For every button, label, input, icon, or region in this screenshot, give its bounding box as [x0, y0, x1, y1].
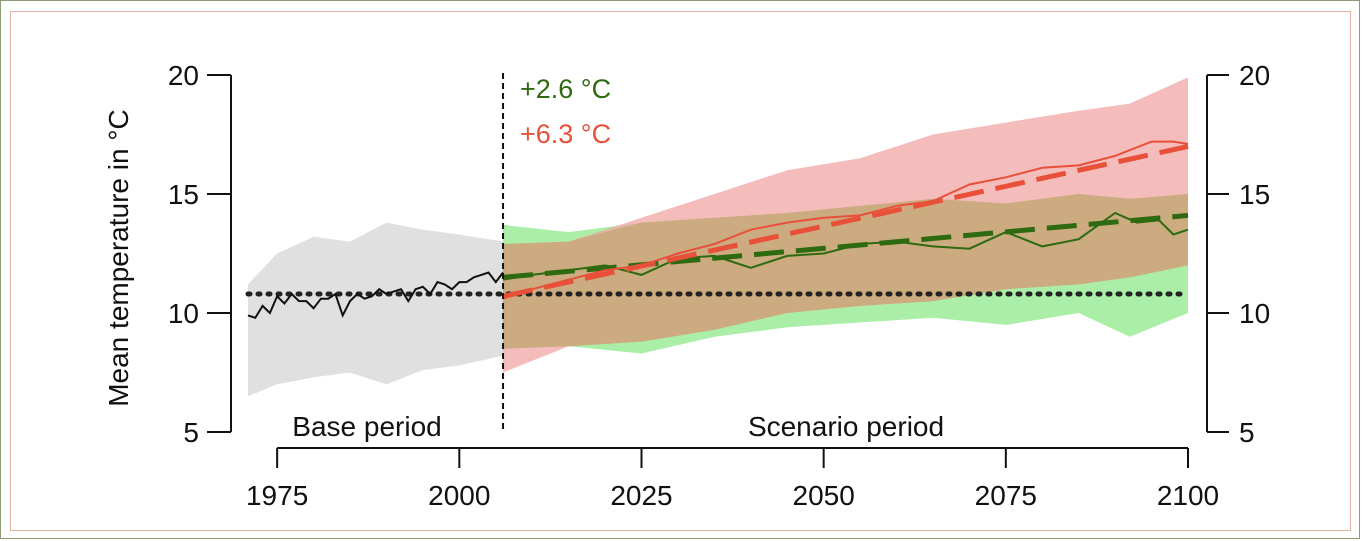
low-scenario-mean-line [502, 211, 1189, 281]
x-tick-label: 1975 [246, 480, 308, 511]
inner-frame [10, 11, 1351, 531]
y-axis-label: Mean temperature in °C [103, 109, 134, 407]
uncertainty-bands [248, 77, 1188, 397]
right-y-tick-label: 20 [1239, 60, 1270, 91]
low-scenario-trend-line [502, 212, 1189, 280]
left-y-tick-label: 15 [168, 179, 199, 210]
high-scenario-mean-line [502, 140, 1189, 300]
high-scenario-trend-line [502, 143, 1189, 299]
right-y-tick-label: 5 [1239, 417, 1255, 448]
low-scenario-annotation: +2.6 °C [520, 74, 611, 104]
x-tick-label: 2000 [428, 480, 490, 511]
observed-mean-line [247, 271, 504, 319]
scenario-period-label: Scenario period [748, 411, 944, 442]
left-y-tick-label: 10 [168, 298, 199, 329]
series-lines [245, 73, 1191, 432]
high-scenario-annotation: +6.3 °C [520, 119, 611, 149]
x-tick-label: 2100 [1157, 480, 1219, 511]
right-y-tick-label: 10 [1239, 298, 1270, 329]
base-period-band [248, 222, 503, 397]
left-y-tick-label: 5 [183, 417, 199, 448]
left-y-tick-label: 20 [168, 60, 199, 91]
x-tick-label: 2050 [793, 480, 855, 511]
x-tick-label: 2075 [975, 480, 1037, 511]
right-y-tick-label: 15 [1239, 179, 1270, 210]
axes: 5 5 10 10 15 15 20 20 1975 2000 2025 2050 2075 2100 [168, 60, 1270, 511]
base-period-label: Base period [292, 411, 441, 442]
x-tick-label: 2025 [610, 480, 672, 511]
